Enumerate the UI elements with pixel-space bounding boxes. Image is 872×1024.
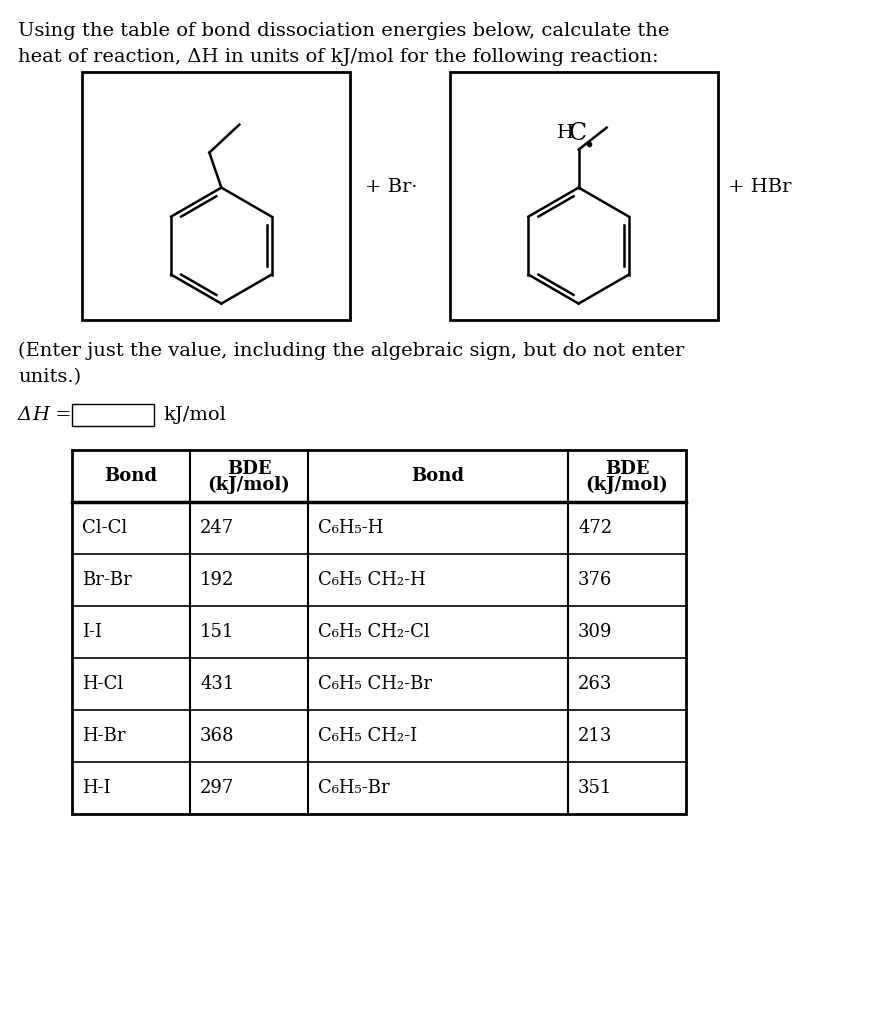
- Text: 151: 151: [200, 623, 235, 641]
- Text: (kJ/mol): (kJ/mol): [208, 476, 290, 495]
- Bar: [450, 72, 718, 319]
- Text: + HBr: + HBr: [728, 178, 792, 196]
- Text: H-Br: H-Br: [82, 727, 126, 745]
- Text: Bond: Bond: [412, 467, 465, 485]
- Text: C₆H₅ CH₂-Br: C₆H₅ CH₂-Br: [318, 675, 432, 693]
- Bar: [72, 404, 154, 426]
- Text: 192: 192: [200, 571, 235, 589]
- Bar: [82, 72, 350, 319]
- Text: 309: 309: [578, 623, 612, 641]
- Text: H: H: [556, 124, 574, 141]
- Text: C₆H₅-Br: C₆H₅-Br: [318, 779, 390, 797]
- Text: C₆H₅-H: C₆H₅-H: [318, 519, 384, 537]
- Text: I-I: I-I: [82, 623, 102, 641]
- Text: C₆H₅ CH₂-I: C₆H₅ CH₂-I: [318, 727, 417, 745]
- Text: C₆H₅ CH₂-Cl: C₆H₅ CH₂-Cl: [318, 623, 430, 641]
- Text: 213: 213: [578, 727, 612, 745]
- Text: C₆H₅ CH₂-H: C₆H₅ CH₂-H: [318, 571, 426, 589]
- Text: H =: H =: [32, 406, 72, 424]
- Text: H-Cl: H-Cl: [82, 675, 123, 693]
- Text: heat of reaction, ΔH in units of kJ/mol for the following reaction:: heat of reaction, ΔH in units of kJ/mol …: [18, 48, 658, 66]
- Text: 263: 263: [578, 675, 612, 693]
- Text: H-I: H-I: [82, 779, 111, 797]
- Text: C: C: [569, 122, 587, 144]
- Text: 368: 368: [200, 727, 235, 745]
- Text: 376: 376: [578, 571, 612, 589]
- Text: Cl-Cl: Cl-Cl: [82, 519, 127, 537]
- Text: 297: 297: [200, 779, 235, 797]
- Text: (Enter just the value, including the algebraic sign, but do not enter: (Enter just the value, including the alg…: [18, 342, 685, 360]
- Bar: [72, 450, 686, 814]
- Text: Bond: Bond: [105, 467, 158, 485]
- Text: Δ: Δ: [18, 406, 32, 424]
- Text: BDE: BDE: [605, 460, 650, 478]
- Text: 472: 472: [578, 519, 612, 537]
- Text: (kJ/mol): (kJ/mol): [586, 476, 668, 495]
- Text: 247: 247: [200, 519, 234, 537]
- Text: 431: 431: [200, 675, 235, 693]
- Text: Using the table of bond dissociation energies below, calculate the: Using the table of bond dissociation ene…: [18, 22, 670, 40]
- Text: + Br·: + Br·: [365, 178, 418, 196]
- Text: Br-Br: Br-Br: [82, 571, 132, 589]
- Text: units.): units.): [18, 368, 81, 386]
- Text: 351: 351: [578, 779, 612, 797]
- Text: BDE: BDE: [227, 460, 271, 478]
- Text: kJ/mol: kJ/mol: [163, 406, 226, 424]
